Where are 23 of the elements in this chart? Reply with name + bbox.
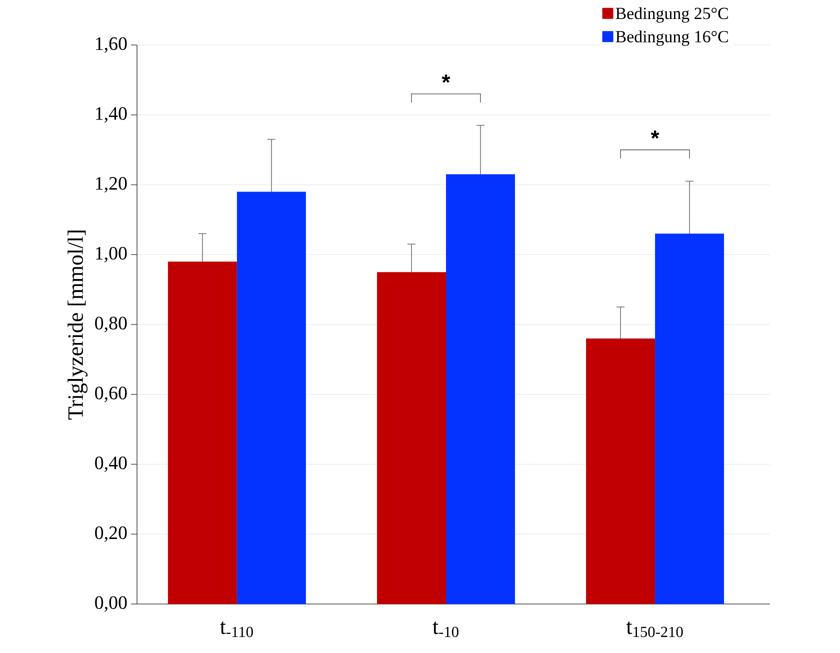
legend-label: Bedingung 16°C (616, 30, 728, 46)
y-tick-label: 1,20 (96, 176, 127, 192)
annotation: * (442, 74, 450, 83)
y-tick-label: 0,60 (95, 386, 127, 402)
bar (377, 272, 446, 604)
y-tick-label: 0,20 (95, 526, 127, 542)
y-tick-label: 0,40 (95, 456, 127, 472)
bar (168, 262, 237, 604)
legend-label: Bedingung 25°C (616, 7, 728, 23)
bar (236, 192, 306, 604)
annotation: * (650, 130, 660, 139)
y-tick-label: 1,40 (96, 107, 127, 123)
y-tick-label: 0,00 (95, 596, 127, 612)
y-axis-title: Triglyzeride [mmol/l] (68, 230, 88, 420)
x-tick-label: t$_{-10}$ (432, 622, 458, 638)
bar (586, 338, 656, 604)
x-tick-label: t$_{-110}$ (220, 622, 253, 638)
bar (446, 174, 515, 604)
bar (655, 234, 724, 604)
y-tick-label: 1,60 (96, 37, 127, 53)
y-tick-label: 1,00 (96, 246, 127, 262)
x-tick-label: t$_{150-210}$ (626, 622, 683, 638)
y-tick-label: 0,80 (95, 316, 127, 332)
